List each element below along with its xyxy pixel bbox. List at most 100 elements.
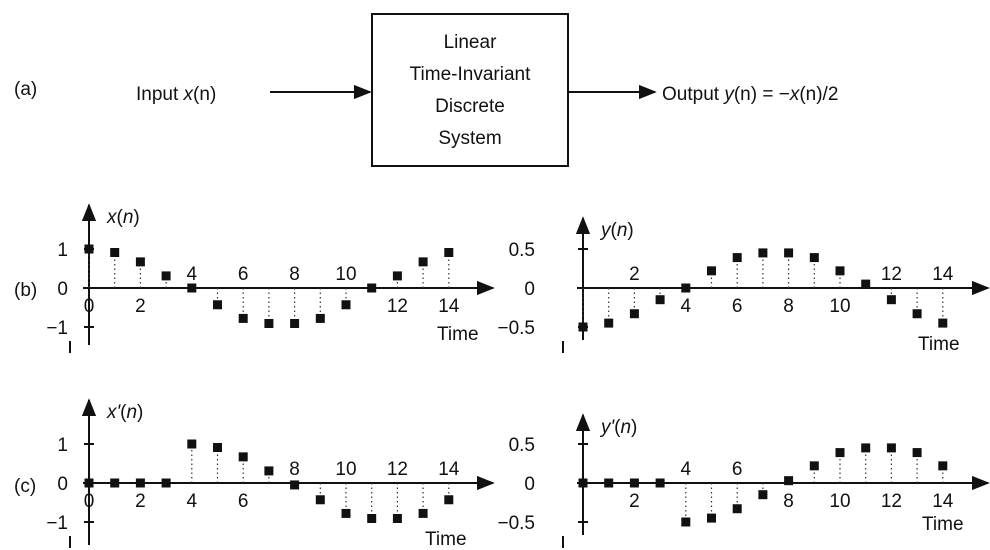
x-tick-label: 0 <box>84 296 95 317</box>
y-axis-title-var: y' <box>599 417 616 438</box>
y-axis-title: y'(n) <box>599 417 637 438</box>
y-tick-label: −0.5 <box>497 318 535 339</box>
data-point <box>604 478 614 488</box>
x-tick-label: 10 <box>829 491 850 512</box>
input-label: Input x(n) <box>136 84 216 105</box>
data-point <box>578 478 588 488</box>
system-box <box>371 13 569 167</box>
data-point <box>707 266 716 276</box>
data-point <box>444 248 454 258</box>
x-tick-label: 12 <box>881 491 902 512</box>
x-tick-label: 2 <box>629 264 640 285</box>
data-point <box>161 478 171 488</box>
data-point <box>912 309 922 319</box>
data-point <box>758 248 768 258</box>
y-axis-title: x(n) <box>106 207 140 228</box>
data-point <box>367 283 377 293</box>
data-point <box>655 478 665 488</box>
data-point <box>213 300 222 310</box>
data-point <box>187 283 197 293</box>
data-point <box>938 318 948 328</box>
data-point <box>886 295 896 305</box>
y-tick-label: 0.5 <box>509 435 535 456</box>
box-line-3: Discrete <box>435 96 505 117</box>
data-point <box>444 495 454 505</box>
x-tick-label: 2 <box>135 296 146 317</box>
data-point <box>681 517 691 527</box>
x-axis-title: Time <box>918 334 960 355</box>
x-tick-label: 8 <box>289 264 300 285</box>
data-point <box>912 448 922 458</box>
data-point <box>341 300 351 310</box>
box-line-1: Linear <box>444 32 497 53</box>
data-point <box>392 271 402 281</box>
y-axis-title: y(n) <box>599 220 634 241</box>
y-tick-label: 0 <box>57 279 68 300</box>
data-point <box>835 448 845 458</box>
data-point <box>84 478 94 488</box>
y-axis-title-paren-open: ( <box>614 417 621 438</box>
y-axis-title-arg: n <box>126 402 137 423</box>
block-diagram: (a) Input x(n) Linear Time-Invariant Dis… <box>14 13 838 167</box>
x-tick-label: 6 <box>238 264 249 285</box>
output-label: Output y(n) = −x(n)/2 <box>662 84 838 105</box>
x-tick-label: 10 <box>335 264 356 285</box>
y-tick-label: −1 <box>46 318 68 339</box>
data-point <box>629 478 639 488</box>
data-point <box>784 476 794 486</box>
data-point <box>290 318 300 328</box>
x-tick-label: 2 <box>629 491 640 512</box>
stem-chart-4: y'(n) 0.5 0 −0.5 Time 2 4 6 8 10 12 14 <box>497 413 990 548</box>
x-tick-label: 8 <box>783 296 794 317</box>
data-point <box>367 513 377 523</box>
data-point <box>290 480 300 490</box>
x-tick-label: 4 <box>681 296 692 317</box>
data-point <box>655 295 665 305</box>
data-point <box>315 495 325 505</box>
x-tick-label: 4 <box>681 459 692 480</box>
x-tick-label: 14 <box>932 264 954 285</box>
data-point <box>418 508 428 518</box>
box-line-2: Time-Invariant <box>410 64 531 85</box>
data-point <box>187 439 197 449</box>
data-point <box>264 318 274 328</box>
data-point <box>809 253 819 263</box>
x-tick-label: 6 <box>732 459 743 480</box>
y-axis-title-var: x <box>106 207 118 228</box>
data-point <box>886 443 896 453</box>
x-axis-title: Time <box>437 324 479 345</box>
data-point <box>835 266 845 276</box>
y-tick-label: 0 <box>524 279 535 300</box>
y-tick-label: 0.5 <box>509 240 535 261</box>
box-line-4: System <box>438 128 501 149</box>
x-tick-label: 10 <box>335 459 356 480</box>
data-point <box>110 248 120 258</box>
x-axis-title: Time <box>425 529 467 550</box>
x-tick-label: 14 <box>438 296 460 317</box>
y-tick-label: 0 <box>524 474 535 495</box>
x-tick-label: 0 <box>84 491 95 512</box>
panel-label-c: (c) <box>14 476 36 497</box>
y-axis-title-arg: n <box>620 417 631 438</box>
data-point <box>315 313 325 323</box>
y-axis-title-paren-close: ) <box>133 207 139 228</box>
data-point <box>809 461 819 471</box>
y-axis-title-var: x' <box>106 402 122 423</box>
data-point <box>161 271 171 281</box>
x-tick-label: 12 <box>881 264 902 285</box>
data-point <box>341 508 351 518</box>
data-point <box>84 244 94 254</box>
x-tick-label: 4 <box>187 264 198 285</box>
y-axis-title-paren-open: ( <box>117 207 124 228</box>
x-tick-label: 14 <box>932 491 954 512</box>
x-axis-title: Time <box>922 514 964 535</box>
x-tick-label: 2 <box>135 491 146 512</box>
y-axis-title-paren-close: ) <box>631 417 637 438</box>
y-axis-title-arg: n <box>123 207 134 228</box>
data-point <box>861 443 871 453</box>
data-point <box>732 253 742 263</box>
